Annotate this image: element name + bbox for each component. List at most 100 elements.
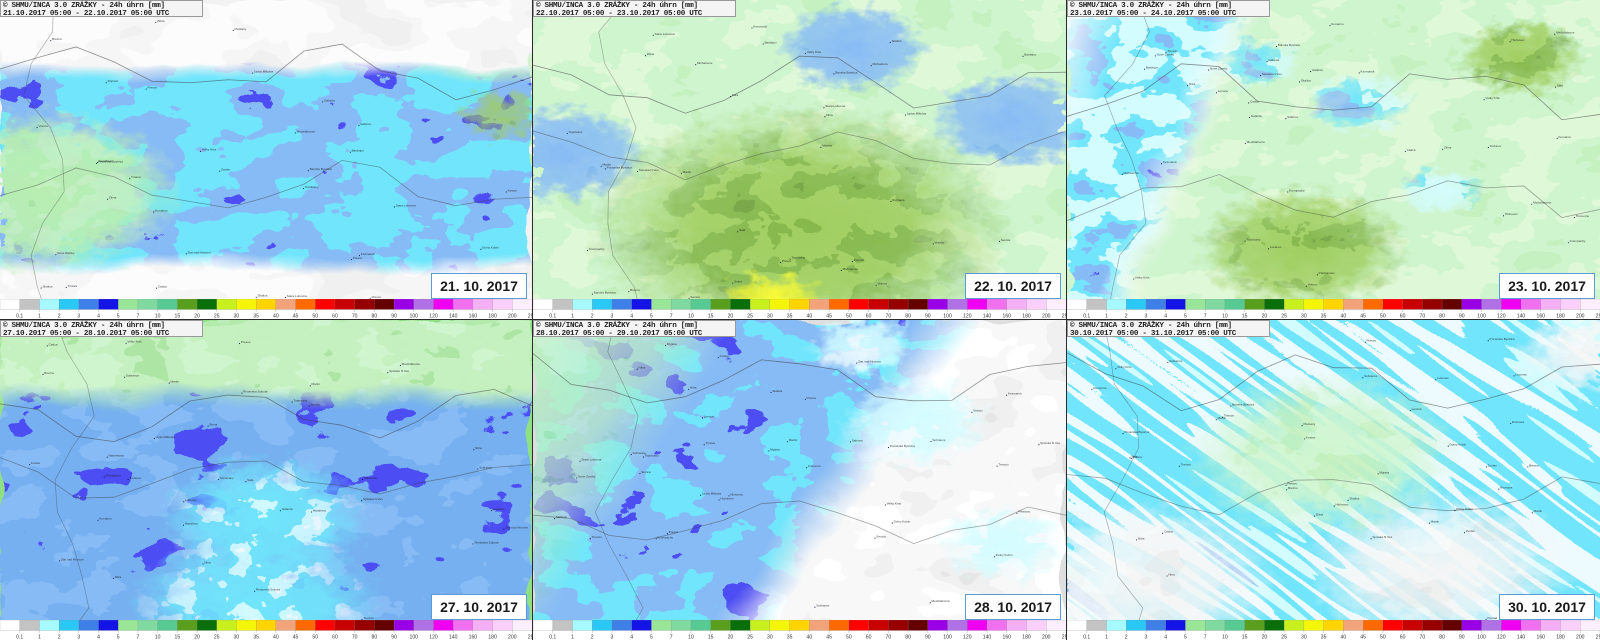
svg-text:Sobrance: Sobrance xyxy=(1364,374,1377,378)
svg-text:Dolny Kubin: Dolny Kubin xyxy=(1456,507,1473,511)
svg-text:50: 50 xyxy=(312,313,318,319)
svg-text:Senica: Senica xyxy=(876,535,886,539)
svg-text:180: 180 xyxy=(1022,634,1031,640)
svg-text:Komarno: Komarno xyxy=(808,464,821,468)
svg-text:Galanta: Galanta xyxy=(282,507,293,511)
svg-text:Bardejov: Bardejov xyxy=(1146,66,1159,70)
svg-text:Skalica: Skalica xyxy=(892,39,902,43)
svg-text:Spisska N.Ves: Spisska N.Ves xyxy=(389,369,409,373)
svg-text:Nitra: Nitra xyxy=(475,446,482,450)
svg-text:140: 140 xyxy=(1517,313,1526,319)
svg-text:Komarno: Komarno xyxy=(155,208,168,212)
svg-text:Krompachy: Krompachy xyxy=(589,247,605,251)
svg-text:60: 60 xyxy=(866,634,872,640)
svg-text:60: 60 xyxy=(332,313,338,319)
svg-text:20: 20 xyxy=(1262,313,1268,319)
svg-text:20: 20 xyxy=(728,634,734,640)
svg-text:Lucenec: Lucenec xyxy=(1515,372,1527,376)
svg-text:Medzilaborce: Medzilaborce xyxy=(402,362,421,366)
svg-text:50: 50 xyxy=(312,634,318,640)
svg-text:180: 180 xyxy=(1022,313,1031,319)
svg-text:Piestany: Piestany xyxy=(1303,422,1315,426)
svg-text:Senica: Senica xyxy=(641,470,651,474)
svg-text:40: 40 xyxy=(807,634,813,640)
svg-text:Lucenec: Lucenec xyxy=(493,507,505,511)
svg-text:Sabinov: Sabinov xyxy=(1287,115,1299,119)
svg-text:20: 20 xyxy=(194,313,200,319)
svg-text:Brezno: Brezno xyxy=(1288,486,1298,490)
svg-text:Dolny Kubin: Dolny Kubin xyxy=(996,553,1013,557)
svg-text:Poprad: Poprad xyxy=(854,258,864,262)
svg-text:Rimavska Sobota: Rimavska Sobota xyxy=(243,390,267,394)
svg-text:80: 80 xyxy=(372,634,378,640)
svg-text:Zvolen: Zvolen xyxy=(1466,529,1476,533)
svg-text:Nitra: Nitra xyxy=(639,366,646,370)
svg-text:Presov: Presov xyxy=(1287,482,1297,486)
svg-text:Dolny Kubin: Dolny Kubin xyxy=(482,246,499,250)
svg-text:90: 90 xyxy=(925,313,931,319)
svg-text:7: 7 xyxy=(670,313,673,319)
svg-text:Sobrance: Sobrance xyxy=(364,476,377,480)
svg-text:250: 250 xyxy=(1062,634,1066,640)
svg-text:Vranov: Vranov xyxy=(935,240,945,244)
svg-text:Cadca: Cadca xyxy=(158,285,167,289)
svg-text:0.1: 0.1 xyxy=(1083,634,1090,640)
svg-text:0.1: 0.1 xyxy=(16,313,23,319)
svg-text:Spisska N.Ves: Spisska N.Ves xyxy=(363,497,383,501)
svg-text:160: 160 xyxy=(1537,634,1546,640)
svg-text:Liptov.Mikulas: Liptov.Mikulas xyxy=(254,70,274,74)
svg-text:Spisska N.Ves: Spisska N.Ves xyxy=(639,168,659,172)
svg-text:Levoca: Levoca xyxy=(1218,89,1228,93)
svg-text:25: 25 xyxy=(1281,313,1287,319)
svg-text:90: 90 xyxy=(391,634,397,640)
svg-text:60: 60 xyxy=(1400,634,1406,640)
svg-text:120: 120 xyxy=(963,634,972,640)
svg-text:Skalica: Skalica xyxy=(1349,497,1359,501)
svg-text:Nitra: Nitra xyxy=(1168,572,1175,576)
svg-text:Stara Lubovna: Stara Lubovna xyxy=(655,32,675,36)
svg-text:1: 1 xyxy=(1105,313,1108,319)
svg-text:Martin: Martin xyxy=(170,379,179,383)
svg-text:Kezmarok: Kezmarok xyxy=(1361,69,1375,73)
svg-text:Banska Bystrica: Banska Bystrica xyxy=(1232,402,1254,406)
svg-text:Skalica: Skalica xyxy=(1301,78,1311,82)
svg-text:25: 25 xyxy=(747,313,753,319)
svg-text:Humenne: Humenne xyxy=(1093,386,1107,390)
svg-text:15: 15 xyxy=(175,634,181,640)
svg-text:Spisska N.Ves: Spisska N.Ves xyxy=(1262,72,1282,76)
svg-text:Medzilaborce: Medzilaborce xyxy=(932,599,951,603)
svg-text:70: 70 xyxy=(352,313,358,319)
svg-text:Snina: Snina xyxy=(734,280,742,284)
svg-text:Sabinov: Sabinov xyxy=(360,122,372,126)
svg-text:Kezmarok: Kezmarok xyxy=(1163,160,1177,164)
svg-text:30: 30 xyxy=(1301,313,1307,319)
svg-text:80: 80 xyxy=(905,313,911,319)
svg-text:120: 120 xyxy=(1497,313,1506,319)
svg-text:Presov: Presov xyxy=(1133,455,1143,459)
svg-text:5: 5 xyxy=(1184,634,1187,640)
svg-text:Cadca: Cadca xyxy=(1407,148,1416,152)
svg-text:15: 15 xyxy=(708,634,714,640)
svg-text:10: 10 xyxy=(155,313,161,319)
svg-text:7: 7 xyxy=(670,634,673,640)
svg-text:Topolcany: Topolcany xyxy=(305,185,319,189)
svg-text:15: 15 xyxy=(708,313,714,319)
svg-text:10: 10 xyxy=(688,313,694,319)
svg-text:4: 4 xyxy=(630,313,633,319)
svg-text:7: 7 xyxy=(137,634,140,640)
svg-text:250: 250 xyxy=(1596,634,1600,640)
svg-text:180: 180 xyxy=(1556,313,1565,319)
svg-text:Liptov.Mikulas: Liptov.Mikulas xyxy=(907,112,927,116)
svg-text:Brezno: Brezno xyxy=(44,371,54,375)
svg-text:Krompachy: Krompachy xyxy=(658,535,674,539)
svg-text:Krompachy: Krompachy xyxy=(1289,188,1305,192)
svg-text:Michalovce: Michalovce xyxy=(697,61,713,65)
svg-text:Brezno: Brezno xyxy=(1529,463,1539,467)
svg-text:50: 50 xyxy=(1380,634,1386,640)
svg-text:Bardejov: Bardejov xyxy=(1024,53,1037,57)
svg-text:30: 30 xyxy=(767,313,773,319)
svg-text:Nove Zamky: Nove Zamky xyxy=(578,474,596,478)
svg-text:Roznava: Roznava xyxy=(1500,486,1512,490)
svg-text:80: 80 xyxy=(372,313,378,319)
svg-text:5: 5 xyxy=(1184,313,1187,319)
